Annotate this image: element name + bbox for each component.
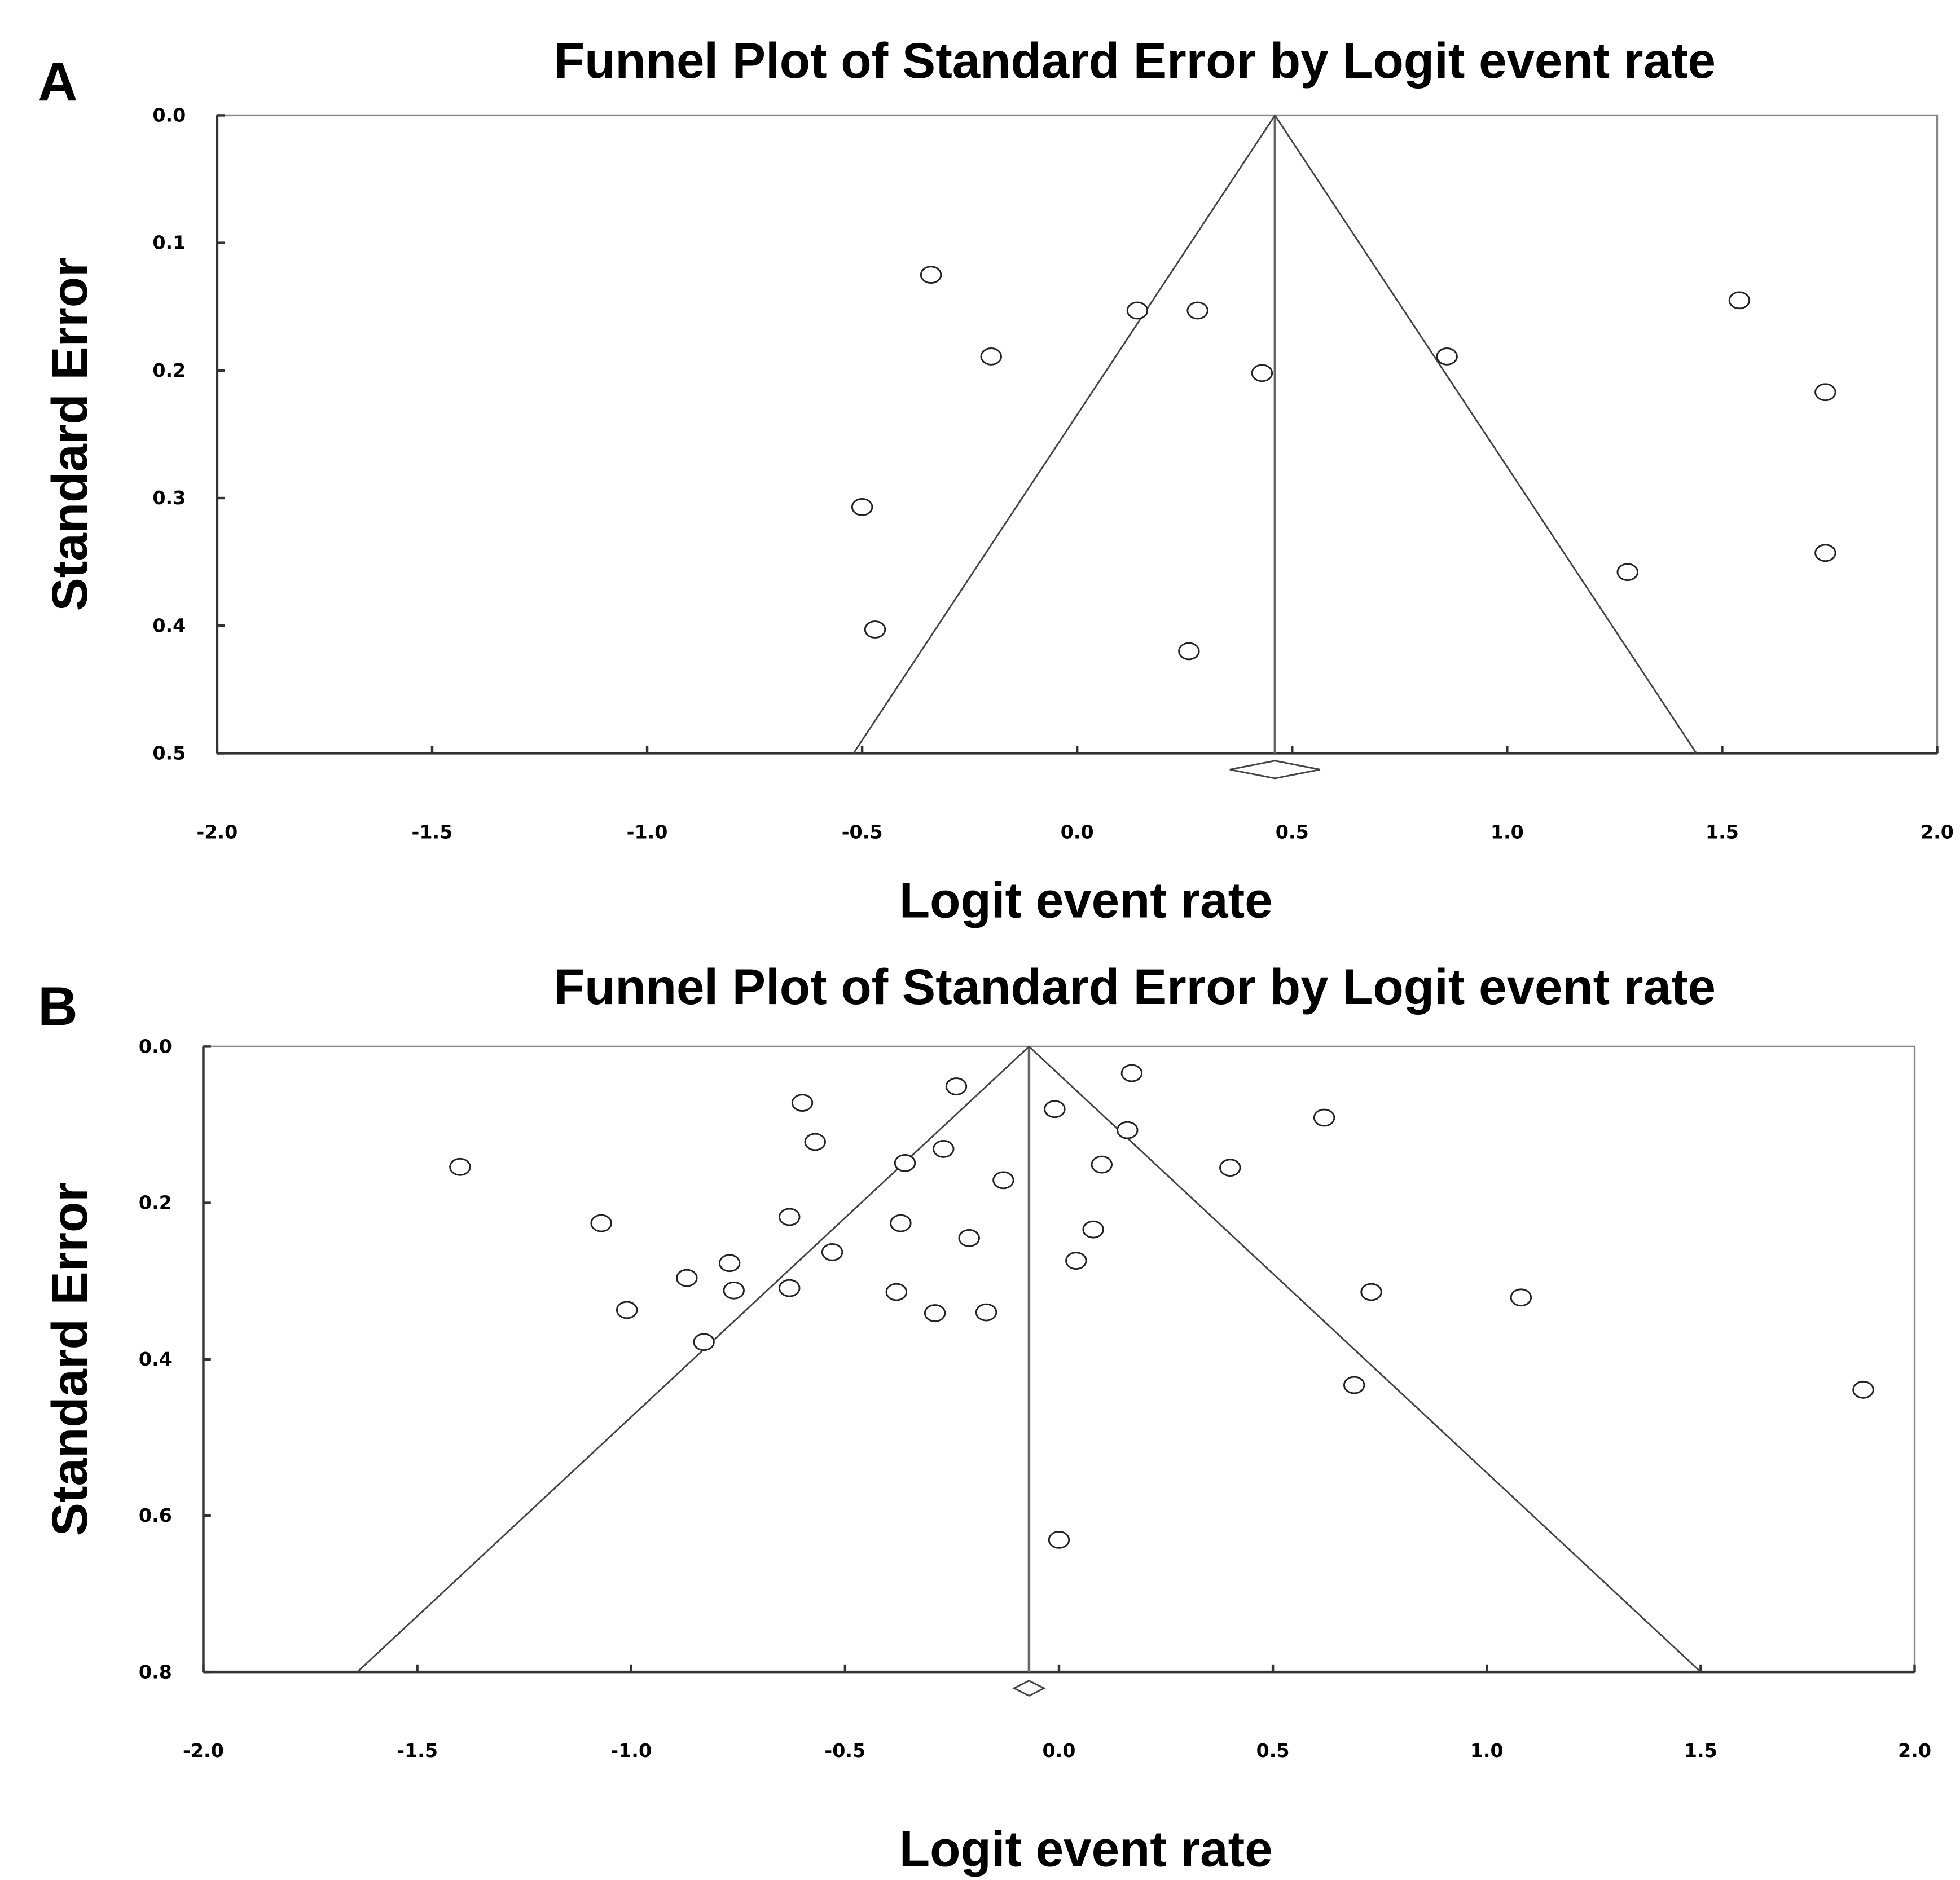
y-tick-label: 0.4	[139, 1348, 172, 1370]
study-point	[1048, 1531, 1070, 1549]
x-tick-label: -1.5	[397, 1740, 438, 1762]
x-tick-label: 0.0	[1061, 821, 1094, 843]
x-tick-label: 1.5	[1706, 821, 1739, 843]
panel-label: A	[38, 51, 78, 112]
y-tick-label: 0.6	[139, 1504, 172, 1526]
study-point	[885, 1283, 908, 1301]
study-point	[1343, 1376, 1365, 1394]
funnel-left	[852, 115, 1276, 754]
study-point	[945, 1077, 968, 1095]
study-point	[590, 1214, 612, 1232]
study-point	[1313, 1108, 1335, 1127]
y-tick-label: 0.3	[152, 487, 186, 509]
chart-title: Funnel Plot of Standard Error by Logit e…	[554, 33, 1716, 89]
x-tick-label: -0.5	[842, 821, 883, 843]
plot-area	[216, 114, 1939, 755]
plot-area	[202, 1045, 1916, 1673]
study-point	[718, 1254, 741, 1273]
study-point	[958, 1229, 980, 1247]
study-point	[723, 1281, 745, 1300]
study-point	[864, 620, 886, 639]
study-point	[980, 347, 1002, 366]
y-tick-label: 0.4	[152, 614, 186, 636]
y-tick-label: 0.2	[152, 359, 186, 381]
x-tick-label: 1.0	[1470, 1740, 1504, 1762]
panel-label: B	[38, 976, 78, 1037]
study-point	[1120, 1064, 1143, 1082]
study-point	[1178, 642, 1200, 661]
y-tick-label: 0.1	[152, 232, 186, 254]
study-point	[1117, 1121, 1139, 1139]
x-tick-label: -0.5	[824, 1740, 865, 1762]
study-point	[1219, 1159, 1241, 1177]
study-point	[992, 1171, 1014, 1190]
y-axis-label: Standard Error	[42, 1182, 98, 1536]
study-point	[1436, 347, 1458, 366]
study-point	[933, 1140, 955, 1158]
y-axis-label: Standard Error	[42, 257, 98, 611]
study-point	[804, 1133, 826, 1151]
x-tick-label: -1.5	[412, 821, 453, 843]
study-point	[1510, 1288, 1532, 1307]
chart-title: Funnel Plot of Standard Error by Logit e…	[554, 959, 1716, 1015]
funnel-right	[1028, 1046, 1702, 1673]
study-point	[779, 1208, 801, 1226]
x-tick-label: -2.0	[196, 821, 238, 843]
study-point	[1251, 364, 1273, 382]
x-tick-label: -2.0	[183, 1740, 224, 1762]
study-point	[676, 1269, 698, 1287]
y-tick-label: 0.0	[139, 1035, 172, 1057]
panel: B Funnel Plot of Standard Error by Logit …	[38, 959, 1931, 1877]
study-point	[894, 1153, 916, 1172]
study-point	[1814, 383, 1836, 402]
x-tick-label: 0.0	[1042, 1740, 1075, 1762]
funnel-left	[357, 1046, 1030, 1673]
x-tick-label: 1.0	[1491, 821, 1524, 843]
funnel-right	[1274, 115, 1697, 754]
x-axis-label: Logit event rate	[899, 873, 1273, 928]
panel: A Funnel Plot of Standard Error by Logit …	[38, 33, 1954, 928]
study-point	[890, 1214, 912, 1232]
study-point	[1091, 1155, 1113, 1174]
study-point	[1814, 544, 1836, 562]
study-point	[791, 1094, 814, 1112]
study-point	[1082, 1220, 1104, 1239]
x-tick-label: 0.5	[1256, 1740, 1290, 1762]
study-point	[924, 1304, 946, 1322]
y-tick-label: 0.5	[152, 742, 186, 764]
study-point	[975, 1303, 997, 1322]
study-point	[1044, 1100, 1066, 1119]
x-tick-label: 1.5	[1684, 1740, 1717, 1762]
study-point	[821, 1243, 843, 1261]
study-point	[1126, 301, 1149, 320]
y-tick-label: 0.0	[152, 104, 186, 126]
y-tick-label: 0.8	[139, 1661, 172, 1683]
study-point	[1186, 301, 1208, 320]
study-point	[693, 1333, 715, 1351]
study-point	[1728, 291, 1751, 310]
x-tick-label: 2.0	[1921, 821, 1954, 843]
study-point	[616, 1301, 638, 1319]
study-point	[1065, 1252, 1087, 1270]
y-tick-label: 0.2	[139, 1192, 172, 1214]
x-tick-label: 2.0	[1898, 1740, 1931, 1762]
study-point	[1616, 563, 1638, 582]
pooled-diamond	[1229, 760, 1321, 780]
x-tick-label: -1.0	[610, 1740, 652, 1762]
study-point	[851, 497, 873, 516]
pooled-diamond	[1012, 1680, 1046, 1697]
study-point	[449, 1157, 471, 1176]
x-tick-label: -1.0	[627, 821, 668, 843]
x-axis-label: Logit event rate	[899, 1821, 1273, 1877]
study-point	[1852, 1380, 1874, 1399]
study-point	[779, 1279, 801, 1297]
study-point	[920, 266, 942, 284]
x-tick-label: 0.5	[1276, 821, 1309, 843]
study-point	[1360, 1283, 1382, 1301]
